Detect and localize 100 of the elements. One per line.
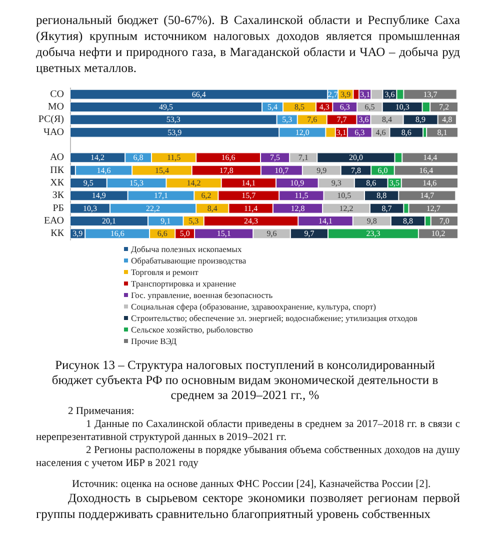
data-label: 9,6 — [266, 229, 277, 238]
data-label: 7,8 — [350, 166, 361, 175]
legend-label: Торговля и ремонт — [131, 267, 199, 277]
data-label: 4,8 — [442, 115, 452, 124]
y-tick-label: МО — [48, 102, 64, 112]
data-label: 8,4 — [382, 115, 392, 124]
y-tick-label: СО — [50, 88, 64, 100]
data-label: 24,3 — [244, 216, 258, 226]
legend-label: Строительство; обеспечение эл. энергией; водоснабжение; утилизация отходов — [131, 313, 418, 323]
data-label: 12,8 — [290, 204, 305, 213]
data-label: 20,1 — [102, 216, 116, 226]
data-label: 5,4 — [268, 102, 278, 112]
data-label: 49,5 — [159, 102, 174, 112]
data-label: 6,3 — [340, 102, 350, 112]
data-label: 7,7 — [336, 115, 347, 124]
data-label: 11,5 — [166, 153, 181, 162]
y-tick-label: РБ — [52, 202, 64, 214]
data-label: 8,5 — [294, 102, 304, 112]
legend-label: Добыча полезных ископаемых — [131, 244, 243, 254]
legend-label: Прочие ВЭД — [131, 336, 177, 346]
data-label: 7,2 — [439, 102, 450, 112]
data-label: 14,4 — [423, 153, 438, 162]
data-label: 8,8 — [376, 191, 387, 200]
data-label: 6,3 — [354, 128, 365, 137]
data-label: 9,8 — [366, 216, 377, 226]
data-label: 53,9 — [168, 128, 182, 137]
data-label: 3,1 — [360, 90, 370, 99]
legend-label: Социальная сфера (образование, здравоохранение, культура, спорт) — [131, 302, 376, 312]
legend-label: Транспортировка и хранение — [131, 278, 236, 288]
data-label: 11,5 — [294, 191, 308, 200]
data-label: 14,1 — [318, 216, 332, 226]
data-label: 6,6 — [157, 229, 168, 238]
data-label: 10,3 — [82, 204, 97, 213]
data-label: 5,3 — [282, 115, 292, 124]
data-label: 10,2 — [431, 229, 446, 238]
data-label: 9,9 — [316, 166, 327, 175]
data-label: 10,9 — [290, 178, 304, 188]
data-label: 14,1 — [242, 178, 256, 188]
data-label: 7,0 — [439, 216, 450, 226]
data-label: 3,5 — [390, 178, 400, 188]
data-label: 10,5 — [337, 191, 352, 200]
data-label: 22,2 — [146, 204, 160, 213]
y-tick-label: ЕАО — [44, 216, 64, 226]
data-label: 4,6 — [376, 128, 386, 137]
data-label: 16,6 — [110, 229, 124, 238]
data-label: 5,0 — [180, 229, 190, 238]
data-label: 15,3 — [130, 178, 144, 188]
data-label: 13,7 — [423, 90, 438, 99]
text: региональный бюджет (50-67%). В Сахалинской области и Республике Саха (Якутия) крупным источником налоговых доходов является промышленная добыча нефти и природного газа, в Магаданской области и ЧАО – добыча руд цветных металлов. — [36, 12, 460, 76]
data-label: 9,3 — [331, 178, 342, 188]
data-label: 23,3 — [366, 229, 380, 238]
data-label: 9,7 — [304, 229, 314, 238]
data-label: 10,7 — [274, 166, 289, 175]
data-label: 8,7 — [382, 204, 392, 213]
legend-label: Гос. управление, военная безопасность — [131, 290, 273, 300]
data-label: 53,3 — [166, 115, 180, 124]
data-label: 8,1 — [437, 128, 448, 137]
data-label: 14,9 — [92, 191, 106, 200]
legend-label: Сельское хозяйство, рыболовство — [131, 324, 253, 334]
data-label: 7,1 — [298, 153, 308, 162]
data-label: 12,7 — [426, 204, 440, 213]
data-label: 8,6 — [401, 128, 412, 137]
data-label: 17,8 — [219, 166, 234, 175]
data-label: 15,1 — [216, 229, 231, 238]
data-label: 15,4 — [154, 166, 169, 175]
y-tick-label: РС(Я) — [38, 114, 64, 126]
data-label: 66,4 — [192, 90, 206, 99]
data-label: 5,3 — [188, 216, 199, 226]
bar — [426, 127, 458, 138]
data-label: 8,9 — [416, 115, 426, 124]
data-label: 6,2 — [201, 191, 212, 200]
data-label: 3,6 — [358, 115, 369, 124]
data-label: 9,5 — [83, 178, 94, 188]
data-label: 12,0 — [295, 128, 310, 137]
data-label: 6,8 — [133, 153, 144, 162]
data-label: 10,3 — [395, 102, 410, 112]
data-label: 16,4 — [419, 166, 434, 175]
data-label: 12,2 — [339, 204, 354, 213]
data-label: 6,0 — [378, 166, 388, 175]
data-label: 11,4 — [244, 204, 258, 213]
data-label: 8,8 — [402, 216, 413, 226]
data-label: 3,9 — [72, 229, 83, 238]
data-label: 14,6 — [422, 178, 437, 188]
data-label: 7,6 — [307, 115, 318, 124]
text: 1 Данные по Сахалинской области приведены в среднем за 2017–2018 гг. в связи с нерепрезентативной структурой данных в 2019–2021 гг. — [36, 418, 460, 444]
text: Доходность в сырьевом секторе экономики позволяет регионам первой группы поддерживать сравнительно благоприятный уровень собственных — [36, 490, 460, 522]
data-label: 14,7 — [420, 191, 434, 200]
legend-label: Обрабатывающие производства — [131, 256, 246, 266]
data-label: 14,6 — [96, 166, 111, 175]
text: 2 Примечания: — [67, 405, 136, 418]
data-label: 6,5 — [364, 102, 375, 112]
text: 2 Регионы расположены в порядке убывания объема собственных доходов на душу населения с учетом ИБР в 2021 году — [36, 444, 460, 470]
y-tick-label: АО — [50, 152, 64, 164]
y-tick-label: ЧАО — [44, 126, 64, 138]
data-label: 14,2 — [186, 178, 201, 188]
data-label: 3,9 — [340, 90, 351, 99]
data-label: 17,1 — [154, 191, 168, 200]
data-label: 3,1 — [336, 128, 346, 137]
y-tick-label: ПК — [50, 164, 64, 176]
y-tick-label: ЗК — [52, 190, 64, 202]
